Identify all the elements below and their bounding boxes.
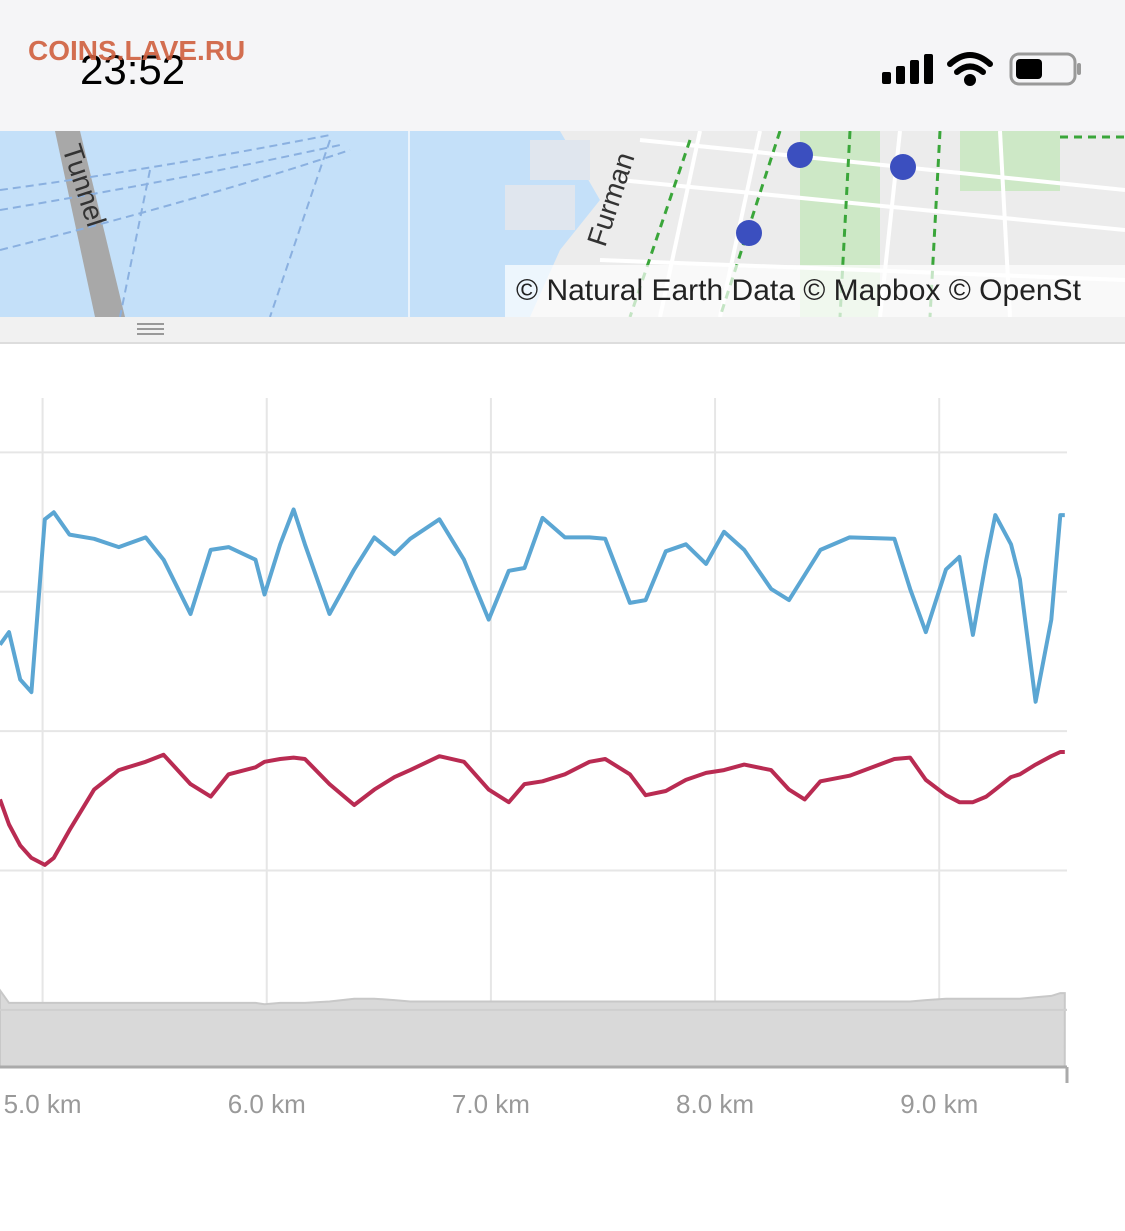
x-tick-label: 9.0 km [900,1089,978,1119]
chart: 5.0 km 6.0 km 7.0 km 8.0 km 9.0 km [0,398,1069,1119]
signal-icon [882,54,933,84]
x-tick-label: 7.0 km [452,1089,530,1119]
series-line [0,507,1065,704]
battery-icon [1009,52,1081,86]
x-tick-label: 6.0 km [228,1089,306,1119]
elevation-area [0,988,1066,1068]
series-line [0,750,1065,867]
map-attribution: © Natural Earth Data © Mapbox © OpenSt [516,274,1082,307]
status-bar [0,0,1125,131]
map: Tunnel Furman © Natural Earth Data © Map… [0,131,1125,317]
wifi-icon [947,52,993,86]
clock: 23:52 [80,46,185,93]
drag-strip [0,317,1125,343]
x-tick-label: 5.0 km [4,1089,82,1119]
drag-handle [137,323,164,335]
x-tick-label: 8.0 km [676,1089,754,1119]
watermark: COINS.LAVE.RU [28,35,245,66]
